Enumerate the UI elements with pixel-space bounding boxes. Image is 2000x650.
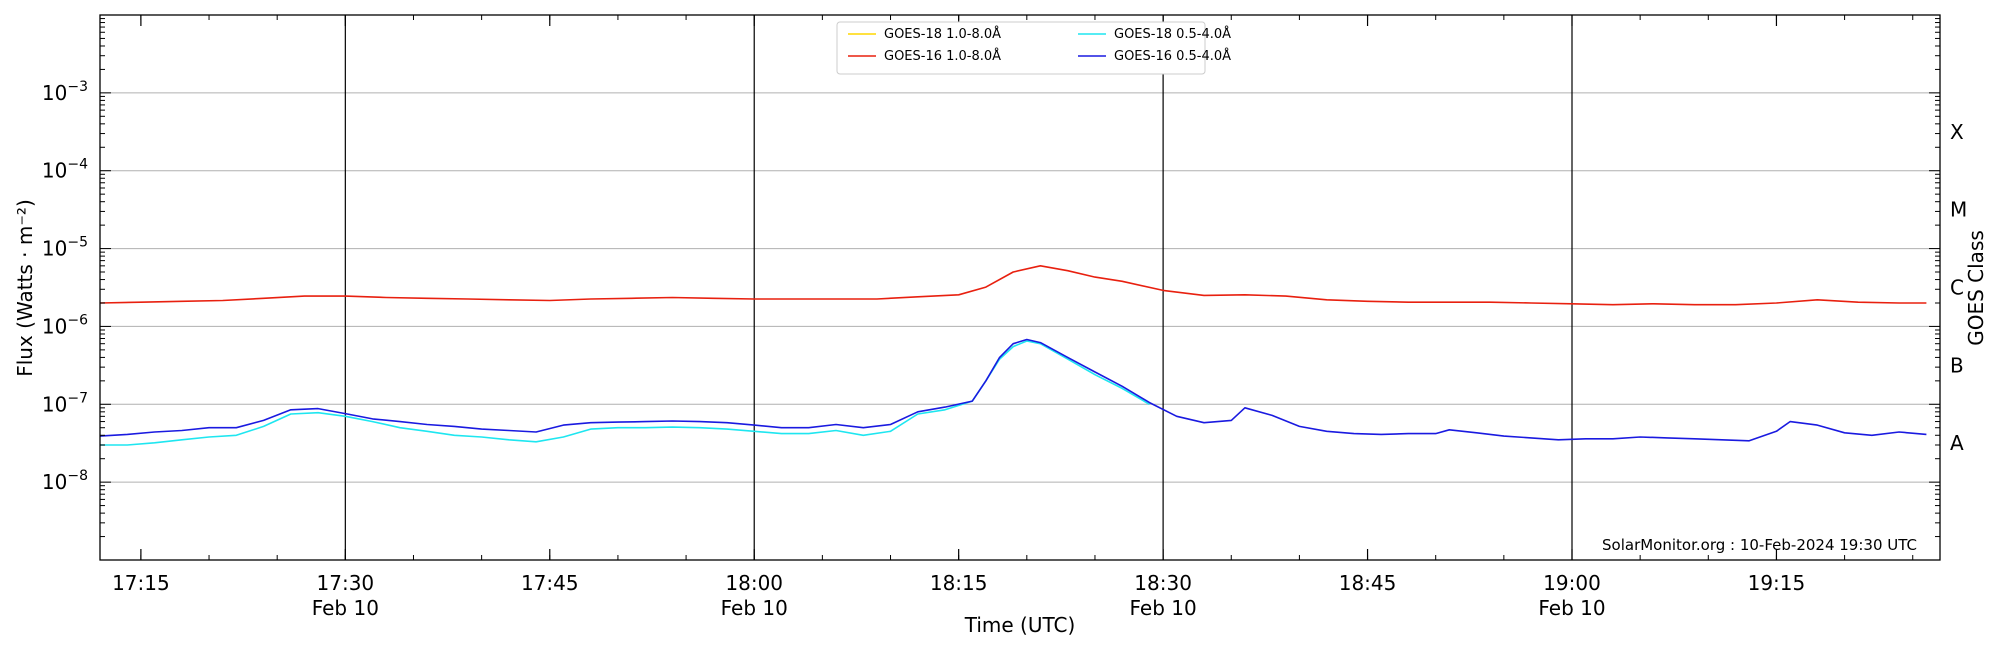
series-line-3	[99, 338, 1927, 442]
y-tick-label: 10−4	[42, 157, 88, 183]
x-tick-label: 19:00	[1543, 571, 1601, 595]
x-tick-sublabel: Feb 10	[1130, 596, 1197, 620]
x-tick-sublabel: Feb 10	[312, 596, 379, 620]
goes-class-label: C	[1950, 276, 1964, 300]
y-axis-title: Flux (Watts · m⁻²)	[13, 199, 37, 377]
x-tick-label: 17:30	[317, 571, 375, 595]
series-line-2	[100, 340, 1150, 446]
x-tick-label: 18:00	[725, 571, 783, 595]
legend-label: GOES-16 0.5-4.0Å	[1114, 48, 1231, 64]
legend-box	[836, 21, 1206, 75]
x-tick-sublabel: Feb 10	[1538, 596, 1605, 620]
y-tick-label: 10−6	[42, 312, 88, 338]
legend-label: GOES-18 1.0-8.0Å	[884, 26, 1001, 42]
series-line-1	[99, 264, 1927, 306]
x-tick-label: 18:30	[1134, 571, 1192, 595]
y-tick-label: 10−7	[42, 390, 88, 416]
legend-label: GOES-16 1.0-8.0Å	[884, 48, 1001, 64]
goes-class-label: B	[1950, 353, 1964, 377]
legend-label: GOES-18 0.5-4.0Å	[1114, 26, 1231, 42]
y-tick-label: 10−5	[42, 235, 88, 261]
goes-class-label: M	[1950, 198, 1967, 222]
goes-class-labels: A B C M X	[1950, 120, 1967, 455]
x-tick-label: 19:15	[1748, 571, 1806, 595]
credit-text: SolarMonitor.org : 10-Feb-2024 19:30 UTC	[1602, 536, 1917, 554]
x-tick-label: 17:45	[521, 571, 579, 595]
plot-frame	[99, 14, 1941, 561]
right-axis-title: GOES Class	[1964, 230, 1988, 346]
goes-class-label: A	[1950, 431, 1964, 455]
x-tick-label: 18:45	[1339, 571, 1397, 595]
x-tick-label: 18:15	[930, 571, 988, 595]
day-boundary-lines	[344, 15, 1573, 560]
goes-class-label: X	[1950, 120, 1964, 144]
x-tick-label: 17:15	[112, 571, 170, 595]
y-tick-label: 10−8	[42, 468, 88, 494]
y-axis-ticks: 10−8 10−7 10−6 10−5 10−4 10−3	[42, 18, 1940, 561]
x-axis-title: Time (UTC)	[964, 613, 1076, 637]
grid-lines	[100, 92, 1940, 483]
x-tick-sublabel: Feb 10	[721, 596, 788, 620]
data-series	[99, 264, 1927, 446]
legend: GOES-18 1.0-8.0Å GOES-16 1.0-8.0Å GOES-18 …	[836, 21, 1231, 75]
y-tick-label: 10−3	[42, 79, 88, 105]
